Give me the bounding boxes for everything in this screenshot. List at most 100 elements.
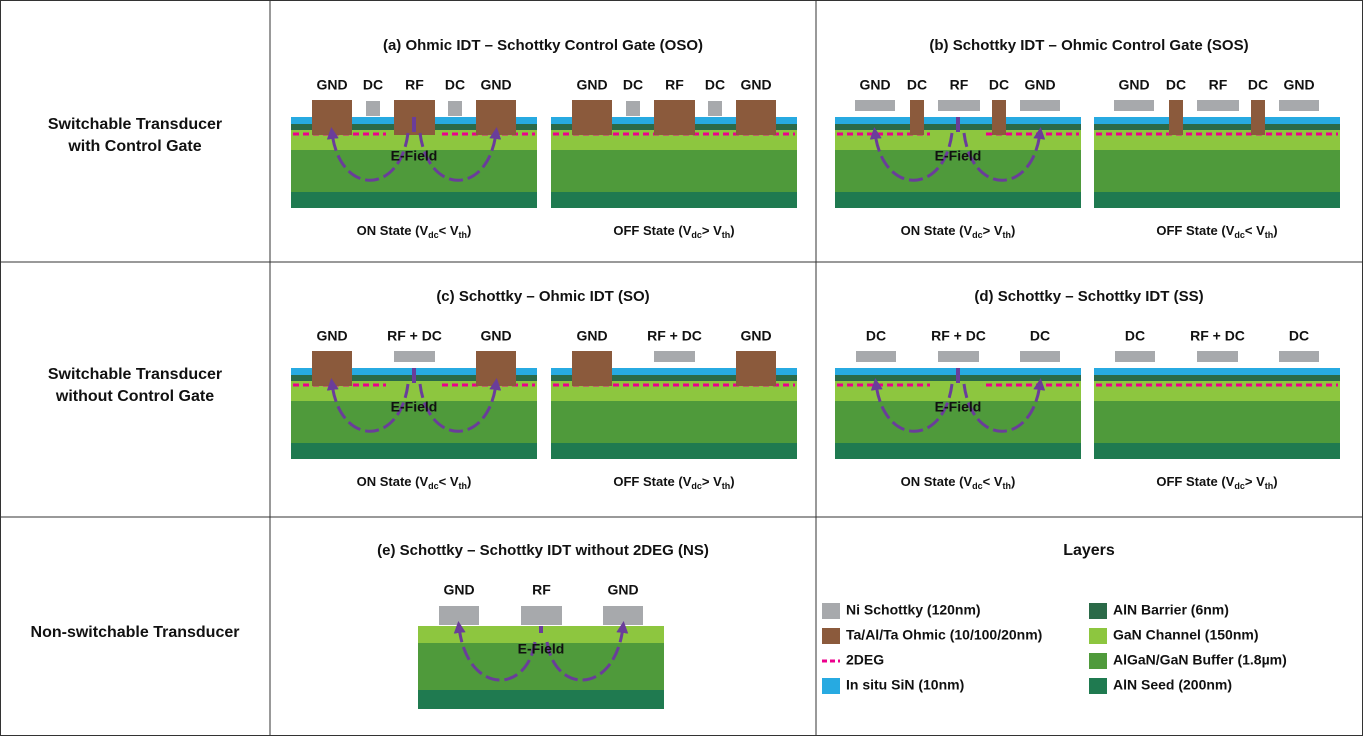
electrode-label: GND: [480, 77, 511, 93]
state-part: ): [1273, 474, 1277, 489]
legend-label: Ni Schottky (120nm): [846, 602, 981, 618]
state-label: OFF State (Vdc> Vth): [613, 474, 734, 491]
schottky-gate: [366, 101, 380, 116]
electrode-label: GND: [1283, 77, 1314, 93]
sin-layer: [1094, 117, 1340, 124]
electrode-label: RF: [532, 582, 551, 598]
electrode-label: GND: [859, 77, 890, 93]
row-label: without Control Gate: [55, 388, 214, 405]
sin-layer: [1094, 368, 1340, 375]
schottky-gate: [708, 101, 722, 116]
electrode-label: GND: [1024, 77, 1055, 93]
electrode-label: GND: [740, 77, 771, 93]
buffer: [551, 150, 797, 192]
state-part: th: [722, 230, 731, 240]
electrode-label: RF + DC: [387, 328, 442, 344]
state-part: th: [459, 481, 468, 491]
row-label: Switchable Transducer: [48, 366, 222, 383]
aln-barrier: [1094, 124, 1340, 130]
electrode-label: GND: [443, 582, 474, 598]
row-label: Non-switchable Transducer: [31, 624, 240, 641]
state-part: th: [1265, 481, 1274, 491]
panel-title: (c) Schottky – Ohmic IDT (SO): [436, 288, 649, 305]
ohmic-contact: [312, 100, 352, 135]
seed: [551, 192, 797, 208]
legend-swatch: [1089, 603, 1107, 619]
ohmic-contact: [312, 351, 352, 386]
state-part: > V: [702, 223, 722, 238]
ohmic-contact: [654, 100, 695, 135]
state-part: dc: [428, 230, 439, 240]
state-part: > V: [702, 474, 722, 489]
ohmic-contact: [476, 351, 516, 386]
electrode-label: GND: [316, 328, 347, 344]
legend-label: AlN Barrier (6nm): [1113, 602, 1229, 618]
state-part: > V: [1245, 474, 1265, 489]
electrode-label: GND: [1118, 77, 1149, 93]
state-label: OFF State (Vdc< Vth): [1156, 223, 1277, 240]
seed: [551, 443, 797, 459]
electrode-label: DC: [705, 77, 725, 93]
field-line: [412, 368, 416, 383]
legend-label: 2DEG: [846, 652, 884, 668]
state-label: ON State (Vdc< Vth): [357, 474, 472, 491]
legend-label: AlGaN/GaN Buffer (1.8µm): [1113, 652, 1287, 668]
electrode-label: RF + DC: [647, 328, 702, 344]
state-part: ): [730, 474, 734, 489]
state-part: OFF State (V: [1156, 223, 1234, 238]
aln-barrier: [1094, 375, 1340, 381]
state-part: dc: [972, 481, 983, 491]
field-line: [539, 626, 543, 633]
state-part: dc: [1234, 481, 1245, 491]
ohmic-contact: [572, 351, 612, 386]
row-label: Switchable Transducer: [48, 116, 222, 133]
legend-swatch: [822, 678, 840, 694]
state-part: ): [1011, 223, 1015, 238]
legend-swatch: [1089, 653, 1107, 669]
device: GNDDCRFDCGNDOFF State (Vdc> Vth): [551, 77, 797, 241]
electrode-label: DC: [445, 77, 465, 93]
state-part: ): [467, 474, 471, 489]
schottky-contact: [938, 100, 980, 111]
legend-label: GaN Channel (150nm): [1113, 627, 1258, 643]
electrode-label: RF: [405, 77, 424, 93]
schottky-contact: [521, 606, 562, 625]
schottky-contact: [855, 100, 895, 111]
state-part: th: [1003, 230, 1012, 240]
electrode-label: RF: [665, 77, 684, 93]
electrode-label: RF + DC: [931, 328, 986, 344]
schottky-gate: [448, 101, 462, 116]
electrode-label: GND: [576, 77, 607, 93]
state-part: dc: [1234, 230, 1245, 240]
state-part: ON State (V: [357, 474, 429, 489]
electrode-label: RF + DC: [1190, 328, 1245, 344]
electrode-label: GND: [480, 328, 511, 344]
seed: [835, 192, 1081, 208]
ohmic-contact: [476, 100, 516, 135]
state-part: ): [730, 223, 734, 238]
ohmic-gate: [1169, 100, 1183, 135]
state-part: dc: [428, 481, 439, 491]
seed: [1094, 192, 1340, 208]
buffer: [551, 401, 797, 443]
schottky-contact: [856, 351, 896, 362]
panel-title: (e) Schottky – Schottky IDT without 2DEG…: [377, 542, 709, 559]
legend-swatch: [1089, 678, 1107, 694]
device: GNDDCRFDCGNDOFF State (Vdc< Vth): [1094, 77, 1340, 241]
legend-label: AlN Seed (200nm): [1113, 677, 1232, 693]
seed: [1094, 443, 1340, 459]
state-part: ): [1011, 474, 1015, 489]
e-field-label: E-Field: [391, 148, 438, 164]
schottky-contact: [1197, 100, 1239, 111]
e-field-label: E-Field: [391, 399, 438, 415]
legend-swatch: [822, 603, 840, 619]
schottky-contact: [1114, 100, 1154, 111]
electrode-label: DC: [1030, 328, 1050, 344]
electrode-label: DC: [1125, 328, 1145, 344]
e-field-label: E-Field: [518, 641, 565, 657]
state-part: ): [467, 223, 471, 238]
schottky-contact: [1279, 351, 1319, 362]
